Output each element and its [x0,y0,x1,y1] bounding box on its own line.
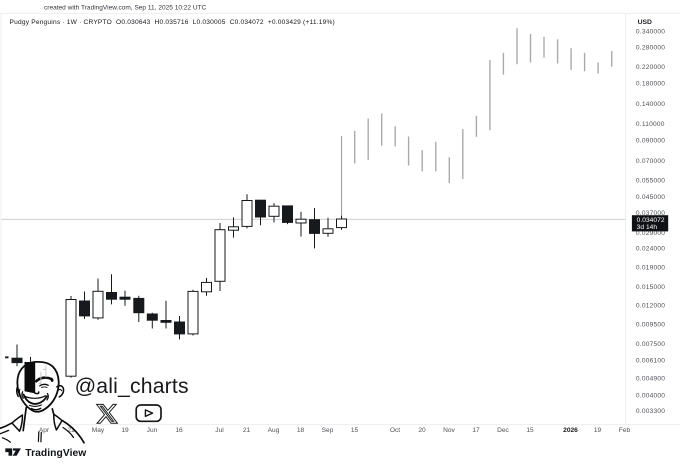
svg-text:16: 16 [175,427,183,434]
svg-text:19: 19 [594,427,602,434]
svg-text:2026: 2026 [563,427,578,434]
svg-text:Jun: Jun [147,427,158,434]
svg-text:0.280000: 0.280000 [636,44,665,51]
svg-text:Apr: Apr [39,427,50,434]
svg-text:0.140000: 0.140000 [636,101,665,108]
svg-text:Jul: Jul [215,427,224,434]
svg-text:0.037000: 0.037000 [636,210,665,217]
svg-text:created with TradingView.com,: created with TradingView.com, Sep 11, 20… [44,4,207,11]
svg-text:0.070000: 0.070000 [636,158,665,165]
svg-text:0.220000: 0.220000 [636,64,665,71]
svg-text:17: 17 [472,427,480,434]
svg-text:TradingView: TradingView [25,448,87,459]
svg-text:0.110000: 0.110000 [636,121,665,128]
svg-text:18: 18 [297,427,305,434]
svg-text:0.004900: 0.004900 [636,376,665,383]
svg-text:0.019000: 0.019000 [636,265,665,272]
svg-text:0.012000: 0.012000 [636,302,665,309]
svg-text:20: 20 [418,427,426,434]
svg-text:Aug: Aug [268,427,280,434]
svg-text:19: 19 [121,427,129,434]
svg-text:Nov: Nov [443,427,455,434]
svg-text:0.340000: 0.340000 [636,29,665,36]
svg-text:21: 21 [243,427,251,434]
svg-text:0.055000: 0.055000 [636,178,665,185]
svg-text:USD: USD [638,19,652,26]
svg-text:Pudgy Penguins · 1W · CRYPTO: Pudgy Penguins · 1W · CRYPTO O0.030643 H… [10,19,335,26]
svg-text:0.024000: 0.024000 [636,246,665,253]
svg-text:21: 21 [67,427,75,434]
svg-text:0.034072: 0.034072 [637,217,665,224]
svg-text:Sep: Sep [322,427,334,434]
svg-text:15: 15 [351,427,359,434]
svg-text:0.009500: 0.009500 [636,321,665,328]
svg-text:Feb: Feb [619,427,631,434]
svg-text:0.090000: 0.090000 [636,137,665,144]
svg-text:0.003300: 0.003300 [636,408,665,415]
svg-text:@ali_charts: @ali_charts [75,375,189,398]
svg-text:0.006100: 0.006100 [636,358,665,365]
svg-text:Dec: Dec [497,427,509,434]
svg-text:0.007500: 0.007500 [636,341,665,348]
svg-text:Oct: Oct [390,427,400,434]
svg-text:0.180000: 0.180000 [636,81,665,88]
svg-text:0.015000: 0.015000 [636,284,665,291]
svg-text:3d 14h: 3d 14h [637,224,658,231]
svg-text:0.029000: 0.029000 [636,230,665,237]
svg-text:15: 15 [526,427,534,434]
svg-text:0.004000: 0.004000 [636,392,665,399]
svg-text:May: May [92,427,105,434]
svg-text:0.045000: 0.045000 [636,194,665,201]
